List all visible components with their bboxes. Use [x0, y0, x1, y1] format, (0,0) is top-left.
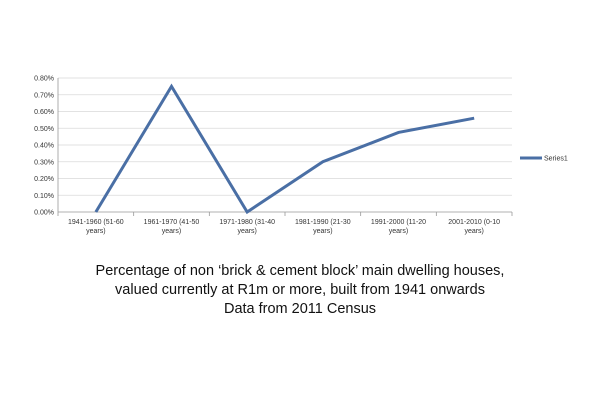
- y-tick-label: 0.60%: [34, 109, 54, 116]
- y-tick-label: 0.00%: [34, 210, 54, 217]
- legend: Series1: [520, 156, 568, 163]
- series-lines: [94, 83, 475, 215]
- y-tick-label: 0.10%: [34, 193, 54, 200]
- x-tick-label: 1961-1970 (41-50 years): [144, 219, 200, 235]
- y-tick-label: 0.20%: [34, 176, 54, 183]
- legend-label: Series1: [544, 156, 568, 163]
- line-chart: 0.00% 0.10% 0.20% 0.30% 0.40% 0.50% 0.60% 0.70%…: [34, 76, 568, 236]
- gridlines: [58, 77, 512, 196]
- y-axis-tick-labels: 0.00% 0.10% 0.20% 0.30% 0.40% 0.50% 0.60% 0.70%…: [34, 76, 54, 217]
- caption-line-2: valued currently at R1m or more, built f…: [115, 282, 485, 298]
- y-tick-label: 0.70%: [34, 92, 54, 99]
- caption-line-3: Data from 2011 Census: [223, 301, 377, 317]
- x-tick-label: 1981-1990 (21-30 years): [295, 219, 351, 235]
- axes: [57, 78, 513, 216]
- x-tick-label: 1991-2000 (11-20 years): [371, 219, 426, 235]
- x-axis-tick-labels: 1941-1960 (51-60 years) 1961-1970 (41-50 ye…: [68, 219, 500, 235]
- series-line-1: [94, 83, 475, 215]
- x-tick-label: 2001-2010 (0-10 years): [448, 219, 500, 235]
- x-tick-label: 1971-1980 (31-40 years): [219, 219, 275, 235]
- y-tick-label: 0.40%: [34, 143, 54, 150]
- y-tick-label: 0.30%: [34, 159, 54, 166]
- x-tick-label: 1941-1960 (51-60 years): [68, 219, 124, 235]
- y-tick-label: 0.50%: [34, 126, 54, 133]
- y-tick-label: 0.80%: [34, 76, 54, 83]
- caption-line-1: Percentage of non ‘brick & cement block’…: [95, 263, 505, 279]
- chart-caption: Percentage of non ‘brick & cement block’…: [0, 262, 600, 319]
